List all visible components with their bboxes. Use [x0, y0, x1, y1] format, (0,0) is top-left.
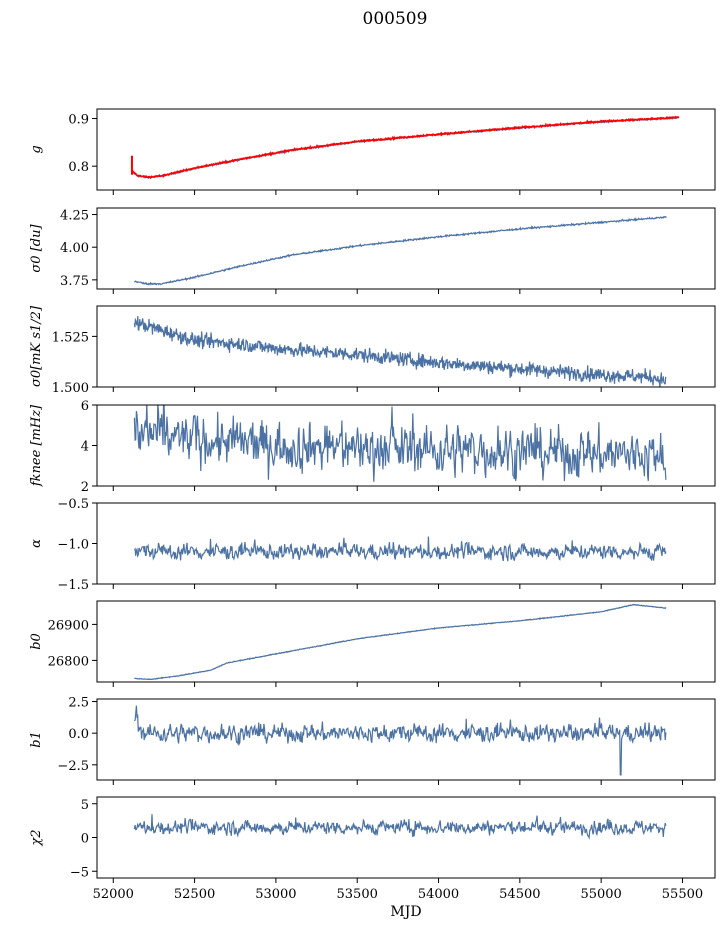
- ytick-label-alpha-2: −0.5: [57, 497, 89, 512]
- ytick-label-fknee-0: 2: [81, 480, 89, 495]
- ylabel-sigma1: σ0[mK s1/2]: [29, 305, 44, 387]
- xtick-label-4: 54000: [418, 887, 459, 902]
- ytick-label-sigma0-2: 4.25: [60, 209, 89, 224]
- xtick-label-2: 53000: [255, 887, 296, 902]
- axes-frame-sigma0: [96, 207, 716, 290]
- xtick-label-3: 53500: [337, 887, 378, 902]
- xtick-label-0: 52000: [93, 887, 134, 902]
- panels: 0.8 0.9 g 3.75 4.00 4.25 σ0 [du] 1.500 1.525 σ0[m…: [29, 108, 716, 920]
- series-line-sigma1-0: [133, 316, 667, 387]
- ytick-label-sigma0-0: 3.75: [60, 274, 89, 289]
- ytick-label-chi2-1: 0: [81, 832, 89, 847]
- xtick-label-7: 55500: [662, 887, 703, 902]
- ylabel-fknee: fknee [mHz]: [29, 404, 44, 487]
- ytick-label-sigma0-1: 4.00: [60, 241, 89, 256]
- ytick-label-alpha-0: −1.5: [57, 578, 89, 593]
- series-line-b0-0: [134, 603, 667, 681]
- panel-b0: 26800 26900 b0: [29, 600, 716, 687]
- ytick-label-b0-1: 26900: [48, 618, 89, 633]
- series-line-alpha-0: [133, 536, 667, 562]
- ytick-label-b1-1: 0.0: [68, 727, 89, 742]
- axes-frame-chi2: [96, 796, 716, 879]
- panel-b1: −2.5 0.0 2.5 b1: [29, 696, 716, 785]
- ytick-label-b1-2: 2.5: [68, 696, 89, 711]
- axes-frame-alpha: [96, 502, 716, 585]
- ylabel-g: g: [29, 145, 44, 153]
- panel-g: 0.8 0.9 g: [29, 108, 716, 195]
- ylabel-alpha: α: [29, 539, 44, 548]
- panel-fknee: 2 4 6 fknee [mHz]: [29, 399, 716, 495]
- xtick-label-5: 54500: [499, 887, 540, 902]
- ytick-label-sigma1-0: 1.500: [52, 381, 89, 396]
- ytick-label-b0-0: 26800: [48, 654, 89, 669]
- ylabel-b0: b0: [29, 633, 44, 650]
- axes-frame-b0: [96, 600, 716, 683]
- axes-frame-b1: [96, 698, 716, 781]
- ylabel-chi2: χ2: [29, 829, 44, 846]
- panel-chi2: −5 0 5 χ2 52000 52500 53000 53500 54000 54500 5500…: [29, 796, 716, 920]
- ylabel-b1: b1: [29, 731, 44, 748]
- xtick-label-6: 55000: [580, 887, 621, 902]
- axes-frame-sigma1: [96, 305, 716, 388]
- series-line-b1-0: [133, 705, 667, 776]
- series-line-fknee-0: [133, 405, 667, 482]
- panel-sigma1: 1.500 1.525 σ0[mK s1/2]: [29, 305, 716, 396]
- ytick-label-alpha-1: −1.0: [57, 538, 89, 553]
- ytick-label-chi2-2: 5: [81, 798, 89, 813]
- axes-frame-g: [96, 108, 716, 191]
- ytick-label-sigma1-1: 1.525: [52, 330, 89, 345]
- xtick-label-1: 52500: [174, 887, 215, 902]
- ytick-label-b1-0: −2.5: [57, 759, 89, 774]
- ytick-label-g-0: 0.8: [68, 160, 89, 175]
- ytick-label-g-1: 0.9: [68, 113, 89, 128]
- xlabel: MJD: [390, 904, 421, 920]
- ytick-label-fknee-2: 6: [81, 399, 89, 414]
- panel-alpha: −1.5 −1.0 −0.5 α: [29, 497, 716, 593]
- series-line-g-0: [130, 116, 680, 180]
- series-line-g-1: [130, 115, 680, 180]
- ytick-label-fknee-1: 4: [81, 440, 89, 455]
- series-line-chi2-0: [133, 814, 667, 840]
- ytick-label-chi2-0: −5: [70, 865, 89, 880]
- figure-title: 000509: [363, 9, 428, 29]
- ylabel-sigma0: σ0 [du]: [29, 224, 44, 273]
- series-line-sigma0-0: [133, 216, 667, 286]
- panel-sigma0: 3.75 4.00 4.25 σ0 [du]: [29, 207, 716, 294]
